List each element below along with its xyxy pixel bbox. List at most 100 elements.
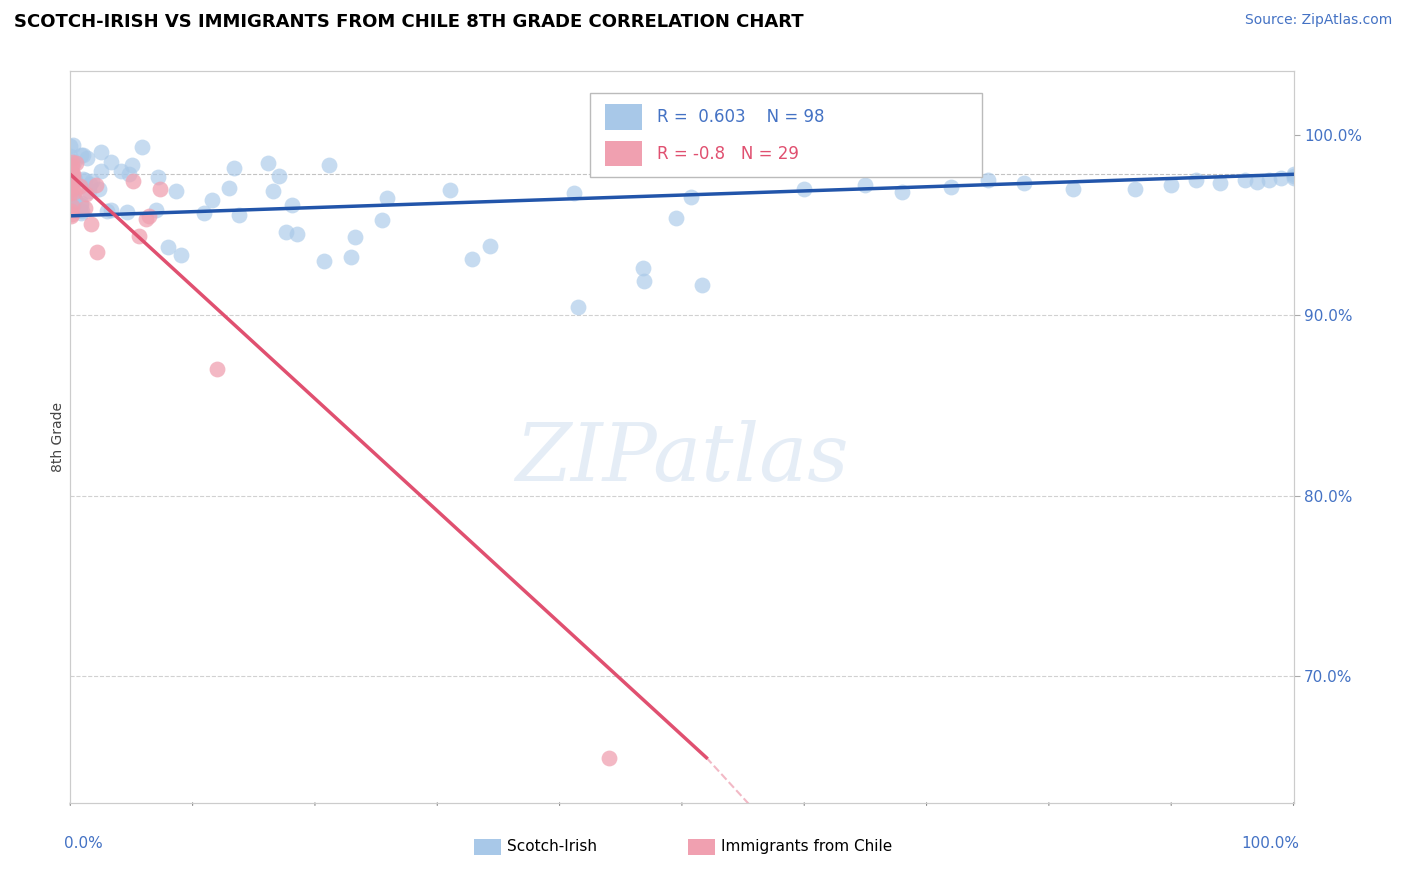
Point bbox=[76, 151, 98, 165]
Point bbox=[70, 204, 93, 219]
Point bbox=[222, 161, 245, 175]
Point bbox=[318, 157, 340, 171]
FancyBboxPatch shape bbox=[605, 104, 641, 130]
Point bbox=[1282, 170, 1305, 185]
Point bbox=[679, 190, 702, 204]
Point bbox=[121, 173, 143, 187]
Point bbox=[1233, 172, 1256, 186]
Point bbox=[72, 148, 94, 162]
Point bbox=[59, 139, 82, 153]
Point bbox=[63, 172, 86, 186]
Point bbox=[567, 301, 589, 315]
Point bbox=[69, 205, 91, 219]
Point bbox=[77, 184, 100, 198]
Point bbox=[201, 193, 224, 207]
Text: Source: ZipAtlas.com: Source: ZipAtlas.com bbox=[1244, 13, 1392, 28]
Point bbox=[117, 204, 139, 219]
Point bbox=[75, 186, 97, 201]
Point bbox=[218, 181, 240, 195]
Point bbox=[59, 186, 82, 201]
Point bbox=[62, 138, 84, 153]
Point bbox=[73, 173, 96, 187]
Point bbox=[90, 145, 112, 159]
Point bbox=[59, 153, 82, 167]
Point bbox=[461, 252, 484, 266]
Point bbox=[633, 274, 655, 288]
Point bbox=[62, 185, 84, 199]
Point bbox=[479, 239, 502, 253]
Point bbox=[344, 229, 367, 244]
Point bbox=[59, 178, 82, 192]
Point bbox=[60, 189, 83, 203]
Point bbox=[62, 169, 84, 184]
Text: 100.0%: 100.0% bbox=[1241, 836, 1299, 851]
Point bbox=[70, 195, 93, 210]
Text: 0.0%: 0.0% bbox=[65, 836, 103, 851]
Point bbox=[59, 203, 82, 218]
Point bbox=[59, 186, 82, 201]
Point bbox=[1062, 182, 1084, 196]
Point bbox=[86, 244, 108, 259]
Point bbox=[205, 362, 228, 376]
Point bbox=[63, 193, 86, 207]
Point bbox=[86, 178, 108, 192]
Point bbox=[128, 229, 150, 244]
Point bbox=[371, 212, 394, 227]
Point bbox=[80, 218, 103, 232]
Point bbox=[60, 154, 83, 169]
Point bbox=[96, 203, 118, 218]
Point bbox=[100, 154, 122, 169]
Point bbox=[631, 261, 654, 276]
Text: ZIPatlas: ZIPatlas bbox=[515, 420, 849, 498]
Point bbox=[110, 164, 132, 178]
Point bbox=[118, 167, 141, 181]
Point bbox=[1270, 170, 1292, 185]
Text: SCOTCH-IRISH VS IMMIGRANTS FROM CHILE 8TH GRADE CORRELATION CHART: SCOTCH-IRISH VS IMMIGRANTS FROM CHILE 8T… bbox=[14, 13, 804, 31]
Point bbox=[131, 140, 153, 154]
Point bbox=[72, 171, 94, 186]
Point bbox=[82, 174, 104, 188]
Point bbox=[281, 197, 304, 211]
Point bbox=[62, 198, 84, 212]
Point bbox=[377, 191, 399, 205]
Point bbox=[1282, 167, 1305, 181]
Point bbox=[169, 248, 191, 262]
Point bbox=[59, 149, 82, 163]
Point bbox=[257, 156, 280, 170]
Y-axis label: 8th Grade: 8th Grade bbox=[51, 402, 65, 472]
Point bbox=[439, 182, 461, 196]
Point bbox=[60, 199, 83, 213]
Point bbox=[1258, 172, 1281, 186]
Point bbox=[157, 239, 180, 253]
Point bbox=[62, 169, 84, 184]
Point bbox=[59, 209, 82, 223]
Point bbox=[312, 253, 335, 268]
Point bbox=[285, 227, 308, 241]
Point bbox=[62, 167, 84, 181]
Point bbox=[79, 177, 101, 191]
Point bbox=[59, 168, 82, 182]
Point bbox=[276, 225, 298, 239]
Point bbox=[70, 197, 93, 211]
Point bbox=[63, 155, 86, 169]
Point bbox=[69, 178, 91, 193]
Point bbox=[60, 182, 83, 196]
Point bbox=[262, 184, 284, 198]
Point bbox=[193, 206, 215, 220]
Point bbox=[138, 209, 160, 223]
Point bbox=[146, 170, 169, 185]
Point bbox=[59, 179, 82, 194]
Point bbox=[891, 186, 914, 200]
FancyBboxPatch shape bbox=[688, 839, 714, 855]
Point bbox=[1209, 177, 1232, 191]
Point bbox=[855, 178, 877, 193]
Text: R = -0.8   N = 29: R = -0.8 N = 29 bbox=[658, 145, 800, 163]
Point bbox=[1014, 177, 1036, 191]
Point bbox=[562, 186, 585, 200]
Point bbox=[1123, 182, 1146, 196]
Point bbox=[135, 211, 157, 226]
Point bbox=[73, 201, 96, 215]
Point bbox=[65, 155, 87, 169]
FancyBboxPatch shape bbox=[591, 94, 981, 178]
Point bbox=[793, 182, 815, 196]
